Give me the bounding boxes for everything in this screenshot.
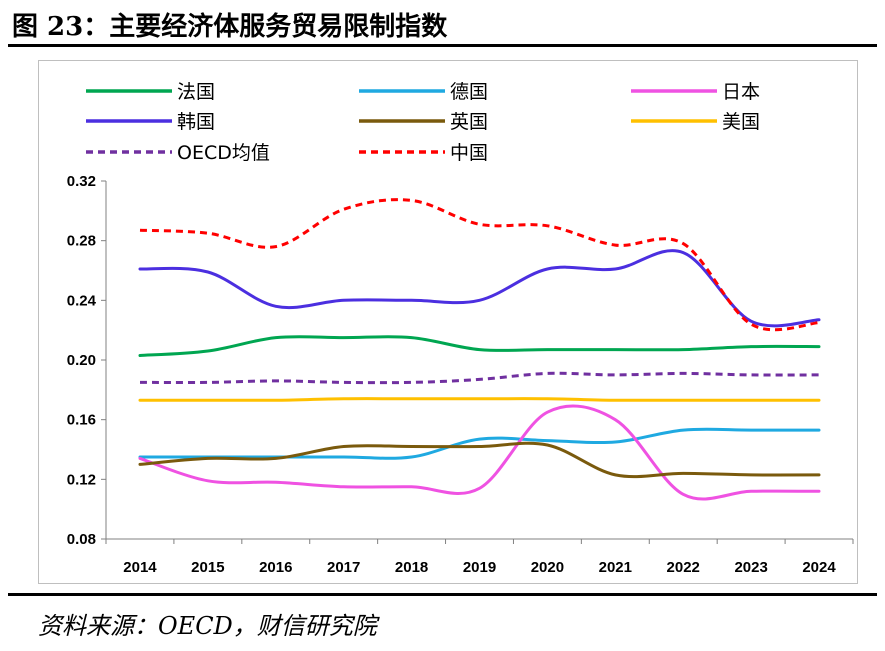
series-line-2 (138, 427, 821, 460)
x-tick-label: 2022 (667, 559, 700, 576)
title-rule (8, 44, 877, 47)
series-lines (138, 198, 821, 501)
legend-label: 英国 (450, 111, 488, 133)
legend-label: 中国 (450, 142, 488, 164)
series-line-1 (138, 335, 821, 357)
x-tick-label: 2020 (531, 559, 564, 576)
x-tick-label: 2023 (734, 559, 767, 576)
y-tick-label: 0.20 (67, 352, 96, 369)
series-line-4 (138, 249, 821, 328)
series-line-3 (138, 404, 821, 501)
x-tick-label: 2017 (327, 559, 360, 576)
x-tick-label: 2016 (259, 559, 292, 576)
axes: 0.08 0.12 0.16 0.20 0.24 0.28 0.32 2014 2015 2016… (67, 173, 854, 576)
legend-label: 韩国 (177, 111, 215, 133)
x-tick-label: 2014 (123, 559, 157, 576)
series-line-5 (138, 441, 821, 479)
x-tick-label: 2018 (395, 559, 428, 576)
chart-frame (38, 60, 858, 584)
legend-label: 日本 (722, 81, 760, 103)
series-line-8 (139, 198, 820, 332)
series-line-7 (139, 371, 820, 385)
y-tick-label: 0.12 (67, 471, 96, 488)
legend-label: 德国 (450, 81, 488, 103)
legend-label: 美国 (722, 111, 760, 133)
x-tick-label: 2015 (191, 559, 224, 576)
y-tick-label: 0.08 (67, 531, 96, 548)
y-tick-label: 0.16 (67, 412, 96, 429)
series-line-6 (138, 397, 821, 402)
source-rule (8, 593, 877, 596)
y-tick-label: 0.32 (67, 173, 96, 190)
legend-label: OECD均值 (177, 142, 270, 164)
figure-title: 图 23：主要经济体服务贸易限制指数 (12, 12, 448, 42)
legend-label: 法国 (177, 81, 215, 103)
x-tick-label: 2019 (463, 559, 496, 576)
y-tick-label: 0.28 (67, 233, 96, 250)
y-tick-label: 0.24 (67, 292, 97, 309)
x-tick-label: 2021 (599, 559, 632, 576)
x-tick-label: 2024 (802, 559, 836, 576)
source-note: 资料来源：OECD，财信研究院 (38, 612, 377, 640)
